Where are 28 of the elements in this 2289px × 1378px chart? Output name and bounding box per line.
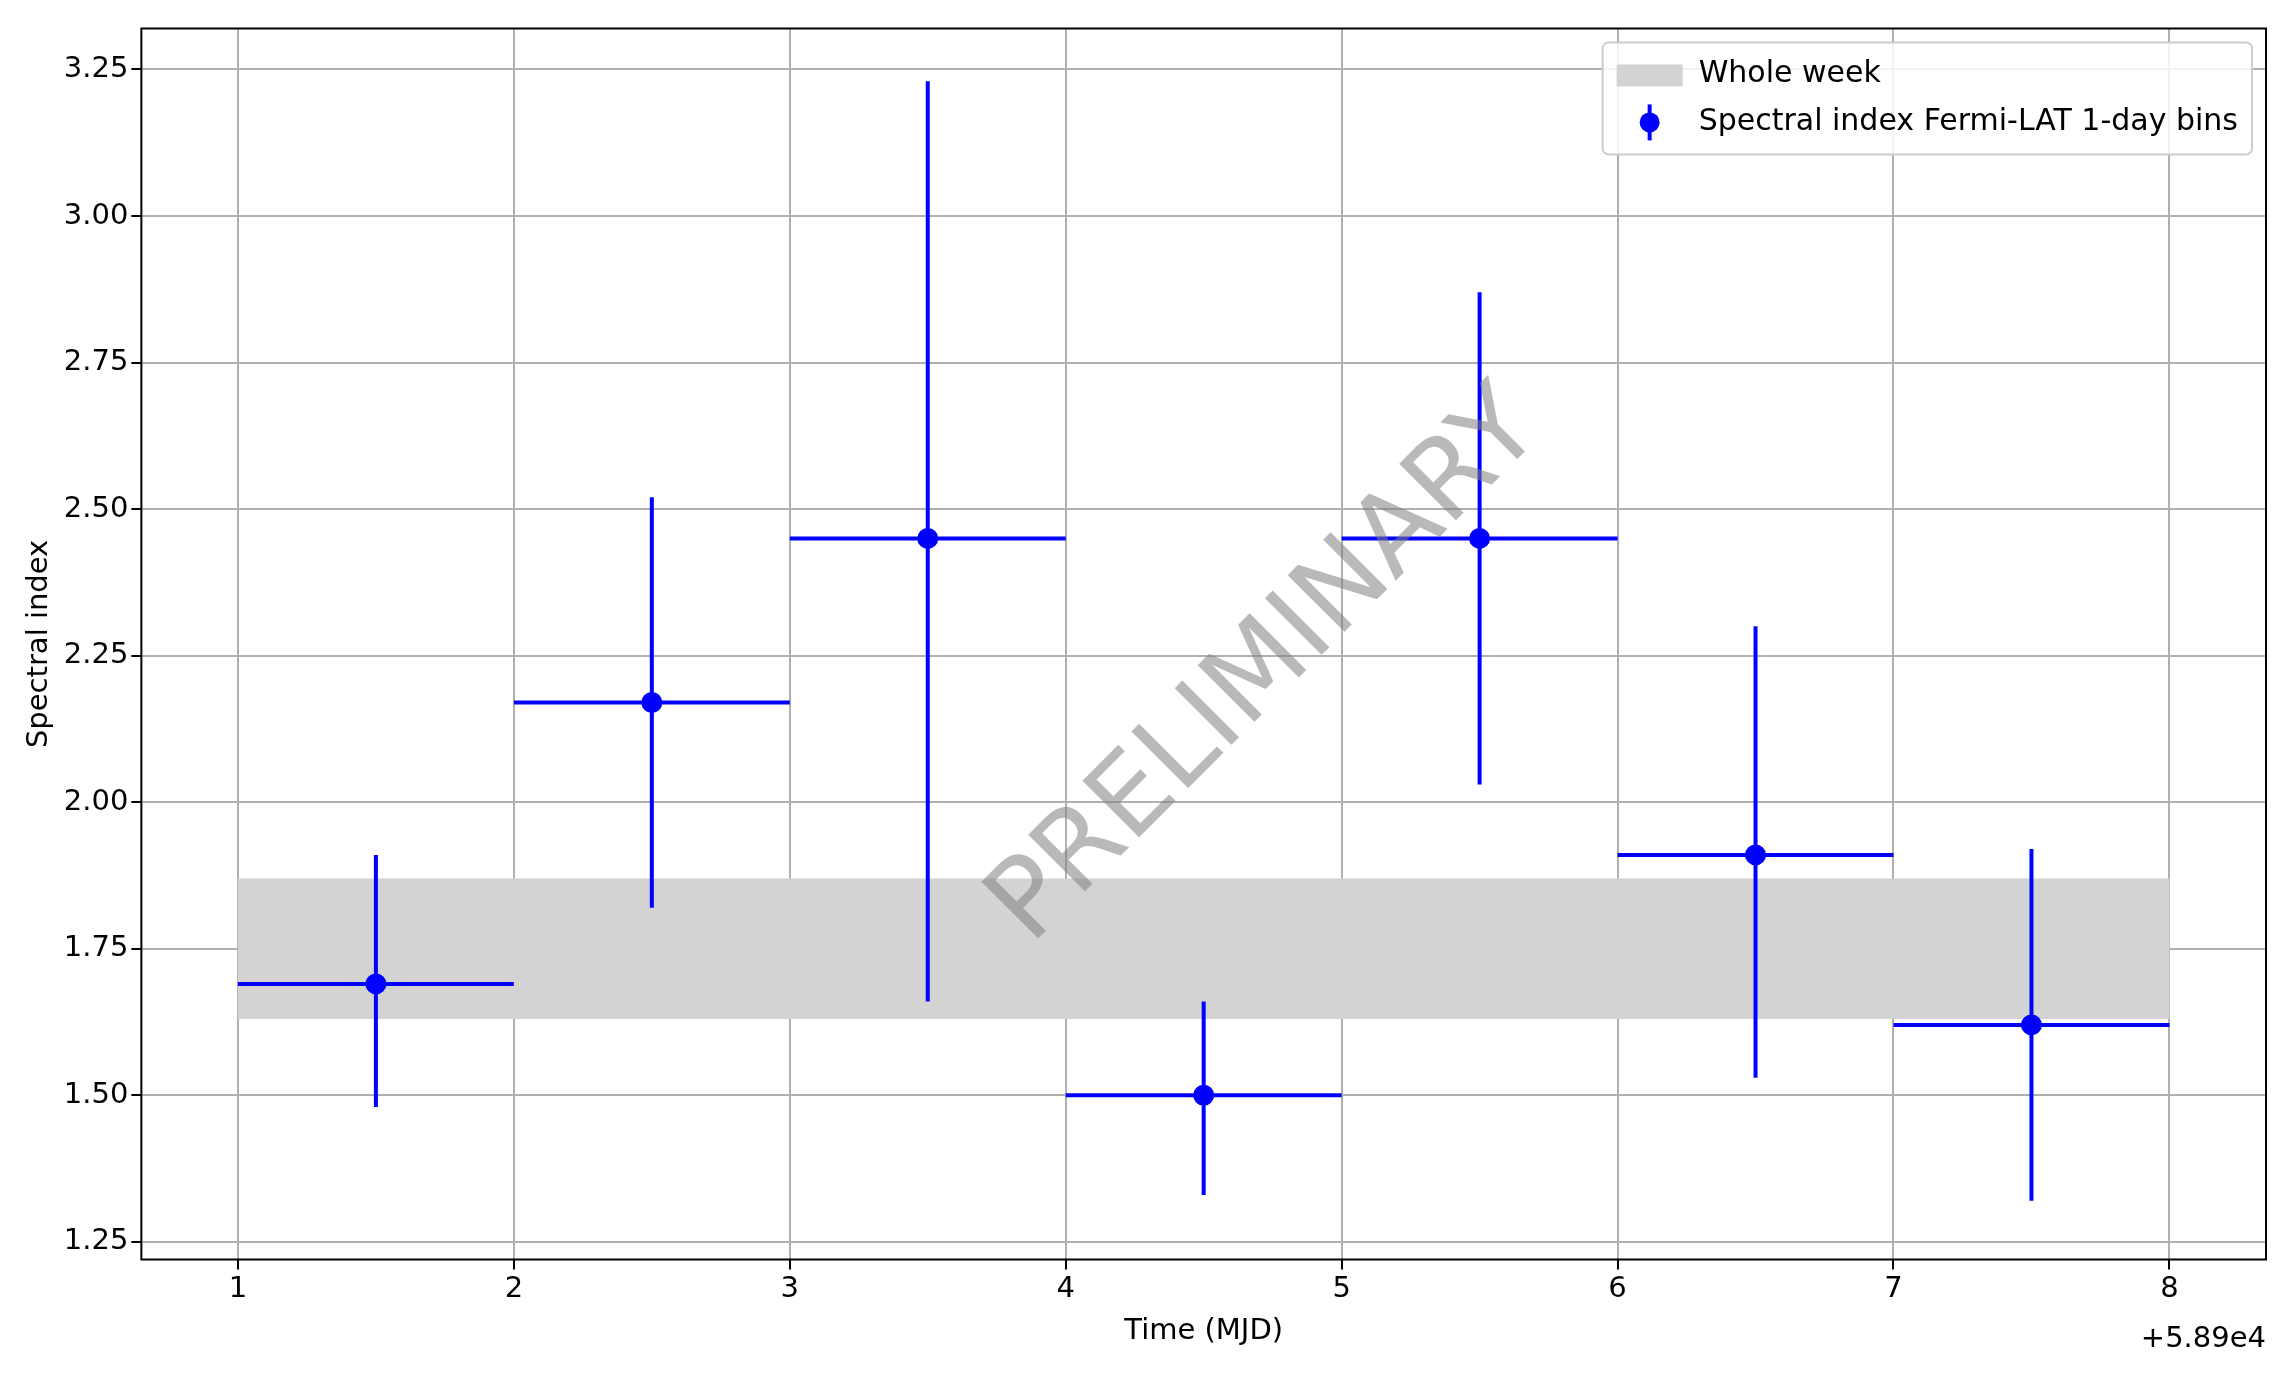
- point: [917, 527, 939, 549]
- point: [641, 692, 663, 714]
- x-axis-title: Time (MJD): [1123, 1312, 1284, 1347]
- point: [1745, 844, 1767, 866]
- y-tick-label: 1.50: [63, 1075, 129, 1110]
- y-tick-label: 2.50: [63, 489, 129, 524]
- point: [1193, 1084, 1215, 1106]
- x-tick-label: 8: [2160, 1270, 2179, 1305]
- legend-label: Spectral index Fermi-LAT 1-day bins: [1698, 102, 2238, 138]
- y-tick-label: 1.75: [63, 929, 129, 964]
- y-tick-label: 3.00: [63, 196, 129, 231]
- x-tick-label: 2: [504, 1270, 524, 1305]
- y-tick-label: 2.25: [63, 636, 129, 671]
- x-tick-label: 1: [228, 1270, 248, 1305]
- y-tick-label: 3.25: [63, 49, 129, 84]
- text: +5.89e4: [2140, 1320, 2266, 1355]
- x-tick-label: 4: [1056, 1270, 1075, 1305]
- y-tick-label: 2.00: [63, 782, 129, 817]
- x-tick-label: 5: [1332, 1270, 1351, 1305]
- legend-label: Whole week: [1698, 54, 1882, 90]
- y-axis-title: Spectral index: [19, 539, 54, 749]
- point: [365, 973, 387, 995]
- x-tick-label: 3: [780, 1270, 800, 1305]
- x-tick-label: 7: [1884, 1270, 1903, 1305]
- point: [2020, 1014, 2042, 1036]
- y-tick-label: 2.75: [63, 343, 129, 378]
- y-tick-label: 1.25: [63, 1222, 129, 1257]
- x-tick-label: 6: [1608, 1270, 1627, 1305]
